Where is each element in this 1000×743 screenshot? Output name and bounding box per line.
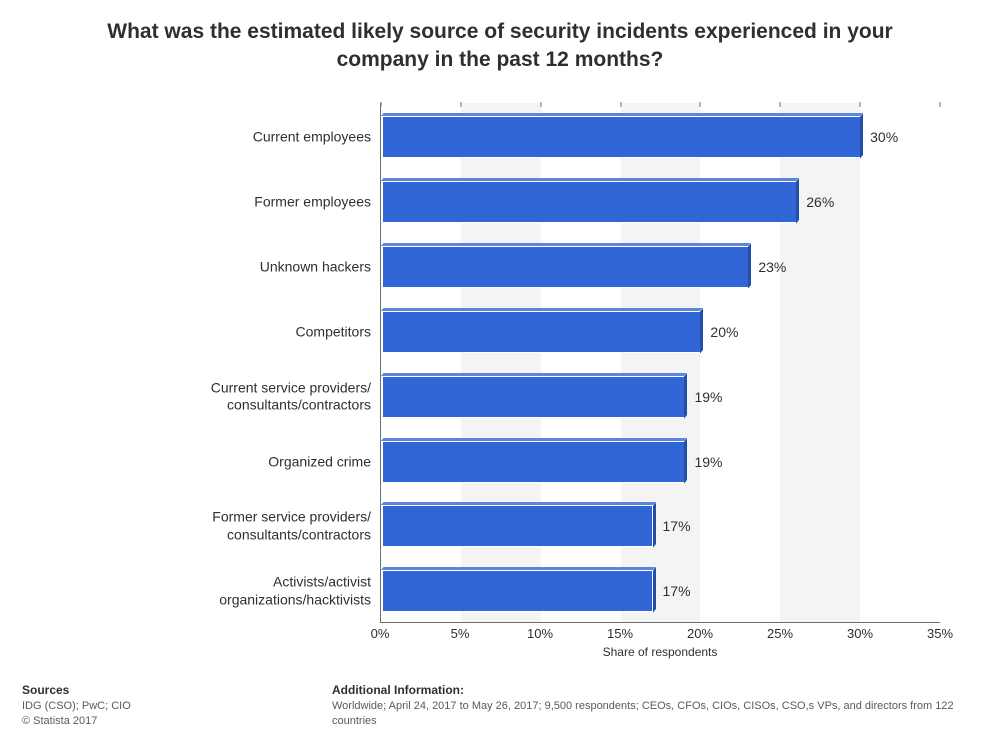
x-tick-label: 15% <box>607 626 633 641</box>
bar-value-label: 17% <box>663 583 691 599</box>
sources-copyright: © Statista 2017 <box>22 714 302 729</box>
bar-fill <box>382 505 654 547</box>
bar-value-label: 20% <box>710 324 738 340</box>
bar-fill <box>382 246 749 288</box>
x-axis-label: Share of respondents <box>380 645 940 659</box>
bar-value-label: 19% <box>694 454 722 470</box>
category-label: Current employees <box>31 128 381 146</box>
bar-row: Competitors20% <box>381 311 940 353</box>
bar-side-face <box>684 373 687 419</box>
x-tick-label: 30% <box>847 626 873 641</box>
category-label: Former employees <box>31 193 381 211</box>
category-label: Activists/activistorganizations/hacktivi… <box>31 574 381 609</box>
bar-row: Current employees30% <box>381 116 940 158</box>
bar-row: Former employees26% <box>381 181 940 223</box>
bar-value-label: 26% <box>806 194 834 210</box>
category-label: Competitors <box>31 323 381 341</box>
bar-fill <box>382 181 797 223</box>
x-tick-label: 20% <box>687 626 713 641</box>
x-tick-label: 0% <box>371 626 390 641</box>
bar-side-face <box>653 567 656 613</box>
x-tick-label: 10% <box>527 626 553 641</box>
bar-fill <box>382 441 685 483</box>
category-label: Unknown hackers <box>31 258 381 276</box>
bar-row: Unknown hackers23% <box>381 246 940 288</box>
bar-side-face <box>653 502 656 548</box>
additional-info-text: Worldwide; April 24, 2017 to May 26, 201… <box>332 699 1000 729</box>
bar-row: Current service providers/consultants/co… <box>381 376 940 418</box>
bar-side-face <box>860 113 863 159</box>
bar-value-label: 17% <box>663 518 691 534</box>
additional-info-heading: Additional Information: <box>332 683 1000 697</box>
bar-fill <box>382 116 861 158</box>
chart-container: Current employees30%Former employees26%U… <box>20 103 980 659</box>
x-axis-ticks: 0%5%10%15%20%25%30%35% <box>380 623 940 641</box>
sources-heading: Sources <box>22 683 302 697</box>
category-label: Current service providers/consultants/co… <box>31 379 381 414</box>
bar-fill <box>382 376 685 418</box>
bar-side-face <box>684 438 687 484</box>
x-tick-label: 35% <box>927 626 953 641</box>
chart-footer: Sources IDG (CSO); PwC; CIO © Statista 2… <box>22 683 1000 729</box>
category-label: Former service providers/consultants/con… <box>31 509 381 544</box>
bar-fill <box>382 570 654 612</box>
sources-block: Sources IDG (CSO); PwC; CIO © Statista 2… <box>22 683 302 729</box>
x-tick-label: 5% <box>451 626 470 641</box>
plot-area: Current employees30% Former employees26% U… <box>380 103 940 623</box>
additional-info-block: Additional Information: Worldwide; April… <box>332 683 1000 729</box>
bar-row: Organized crime19% <box>381 441 940 483</box>
bar-fill <box>382 311 701 353</box>
bar-side-face <box>796 178 799 224</box>
bar-row: Former service providers/consultants/con… <box>381 505 940 547</box>
chart-title: What was the estimated likely source of … <box>0 0 1000 85</box>
x-tick-label: 25% <box>767 626 793 641</box>
bar-value-label: 23% <box>758 259 786 275</box>
bar-value-label: 30% <box>870 129 898 145</box>
bar-row: Activists/activistorganizations/hacktivi… <box>381 570 940 612</box>
category-label: Organized crime <box>31 453 381 471</box>
bar-value-label: 19% <box>694 389 722 405</box>
bar-side-face <box>700 308 703 354</box>
bar-side-face <box>748 243 751 289</box>
sources-line: IDG (CSO); PwC; CIO <box>22 699 302 714</box>
